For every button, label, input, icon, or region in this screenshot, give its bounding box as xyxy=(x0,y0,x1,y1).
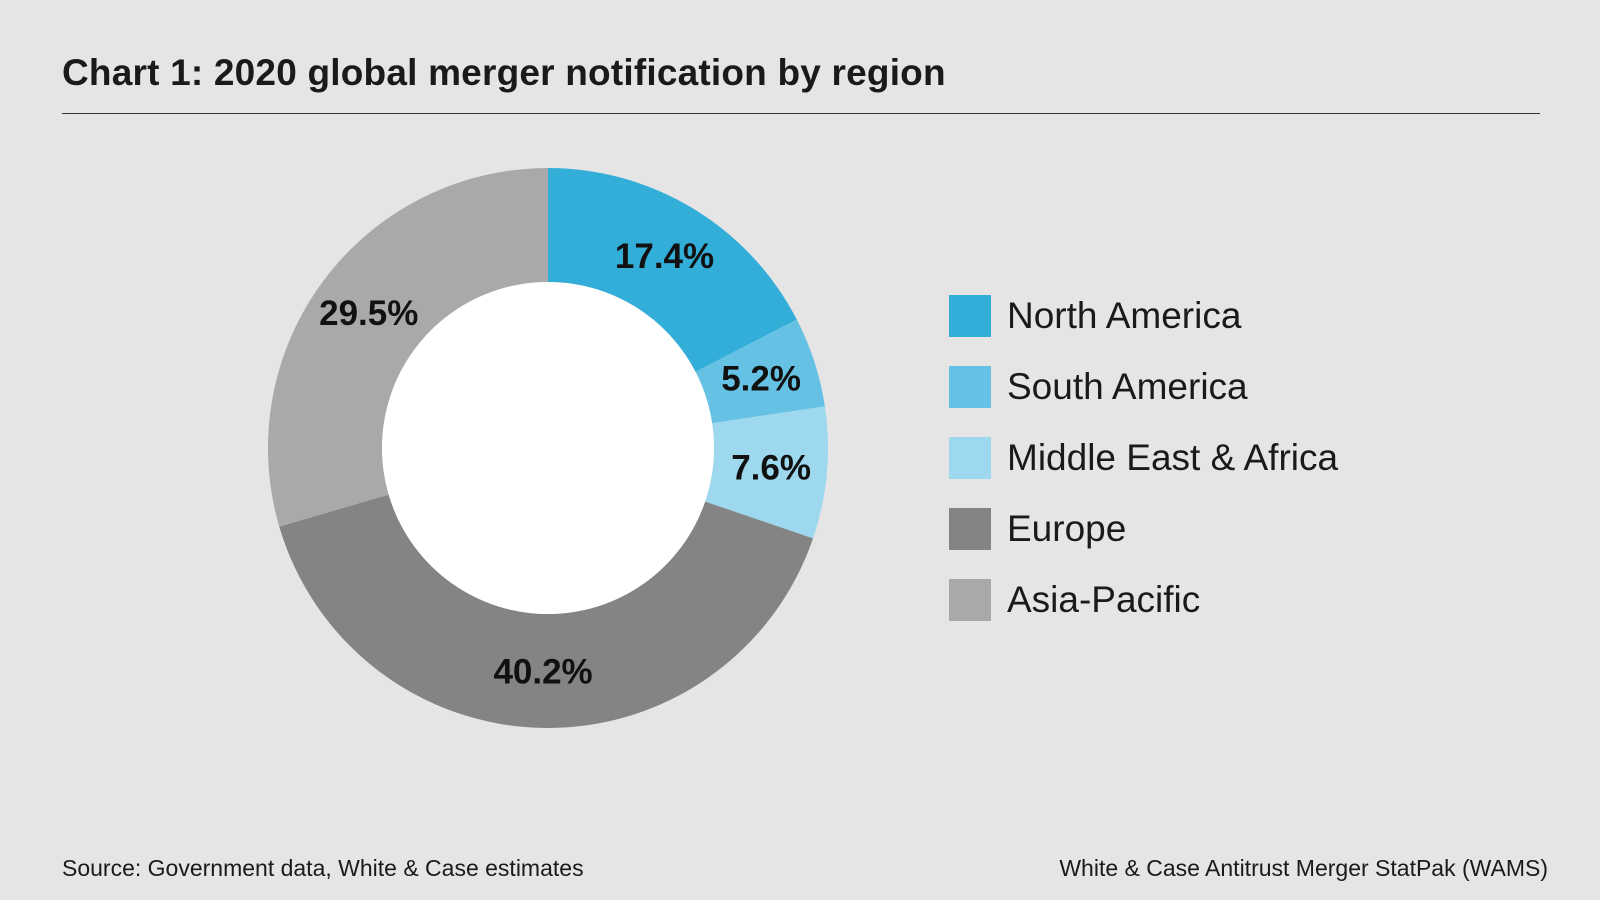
legend-swatch xyxy=(949,437,991,479)
legend-item-north-america: North America xyxy=(949,295,1338,337)
chart-title: Chart 1: 2020 global merger notification… xyxy=(62,52,946,93)
legend-label: Europe xyxy=(1007,508,1127,549)
data-label-middle-east-africa: 7.6% xyxy=(731,449,811,488)
legend-swatch xyxy=(949,295,991,337)
donut-slice-europe xyxy=(279,494,814,728)
data-label-south-america: 5.2% xyxy=(721,360,801,399)
legend-label: Asia-Pacific xyxy=(1007,579,1201,620)
legend-label: Middle East & Africa xyxy=(1007,437,1339,478)
donut-slice-middle-east-africa xyxy=(705,406,828,539)
legend-label: South America xyxy=(1007,366,1248,407)
legend-label: North America xyxy=(1007,295,1242,336)
legend-item-south-america: South America xyxy=(949,366,1338,408)
data-label-europe: 40.2% xyxy=(493,652,592,691)
data-label-north-america: 17.4% xyxy=(615,237,714,276)
donut-slice-north-america xyxy=(548,168,797,372)
data-label-asia-pacific: 29.5% xyxy=(319,294,418,333)
legend-item-middle-east-africa: Middle East & Africa xyxy=(949,437,1338,479)
legend-swatch xyxy=(949,366,991,408)
donut-slice-asia-pacific xyxy=(268,168,548,527)
legend-swatch xyxy=(949,579,991,621)
donut-hole xyxy=(382,282,714,614)
legend-item-asia-pacific: Asia-Pacific xyxy=(949,579,1338,621)
donut-slice-south-america xyxy=(695,319,825,424)
legend-swatch xyxy=(949,508,991,550)
legend-item-europe: Europe xyxy=(949,508,1338,550)
credit-note: White & Case Antitrust Merger StatPak (W… xyxy=(1059,855,1548,881)
title-divider xyxy=(62,113,1540,114)
chart-legend: North America South America Middle East & … xyxy=(949,295,1338,650)
source-note: Source: Government data, White & Case es… xyxy=(62,855,584,881)
